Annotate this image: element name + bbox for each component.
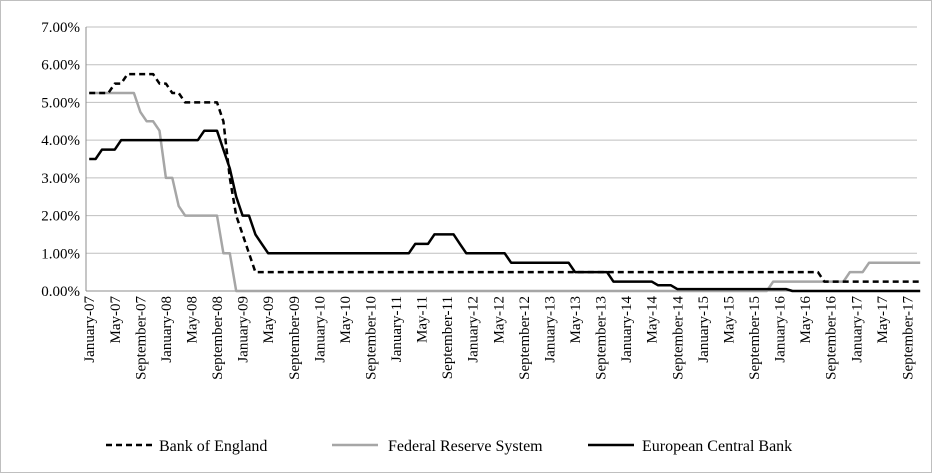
x-tick-label: May-12 bbox=[491, 296, 507, 344]
y-tick-label: 5.00% bbox=[41, 95, 80, 111]
legend-item-federal-reserve-system: Federal Reserve System bbox=[332, 438, 543, 455]
series-lines bbox=[89, 72, 921, 293]
x-tick-label: January-12 bbox=[466, 296, 482, 363]
x-tick-label: September-15 bbox=[747, 296, 763, 380]
x-tick-label: September-07 bbox=[133, 296, 149, 380]
x-tick-label: January-16 bbox=[773, 296, 789, 363]
legend-item-european-central-bank: European Central Bank bbox=[588, 438, 792, 455]
x-tick-label: January-09 bbox=[236, 296, 252, 363]
legend-label-bank-of-england: Bank of England bbox=[159, 438, 267, 455]
x-tick-label: September-10 bbox=[363, 296, 379, 380]
x-tick-label: January-15 bbox=[696, 296, 712, 363]
x-tick-label: May-10 bbox=[338, 296, 354, 344]
x-tick-label: May-16 bbox=[798, 296, 814, 344]
legend: Bank of England Federal Reserve System E… bbox=[106, 438, 792, 455]
series-line-european-central-bank bbox=[89, 129, 921, 293]
x-tick-label: January-08 bbox=[159, 296, 175, 363]
x-tick-label: September-17 bbox=[900, 296, 916, 380]
x-tick-label: May-17 bbox=[875, 296, 891, 344]
x-tick-label: January-17 bbox=[849, 296, 865, 363]
gridlines bbox=[86, 26, 917, 254]
legend-item-bank-of-england: Bank of England bbox=[106, 438, 267, 455]
x-tick-label: September-16 bbox=[824, 296, 840, 380]
x-tick-label: May-13 bbox=[568, 296, 584, 344]
x-tick-label: May-07 bbox=[108, 296, 124, 344]
y-tick-label: 3.00% bbox=[41, 171, 80, 187]
x-tick-label: September-09 bbox=[287, 296, 303, 380]
x-tick-label: September-08 bbox=[210, 296, 226, 380]
x-tick-label: September-11 bbox=[440, 296, 456, 379]
x-tick-label: May-15 bbox=[721, 296, 737, 344]
series-line-federal-reserve-system bbox=[89, 91, 921, 293]
x-tick-label: January-07 bbox=[82, 296, 98, 363]
x-axis-tick-labels: January-07 May-07 September-07 January-08 Ma… bbox=[82, 296, 916, 380]
x-tick-label: May-14 bbox=[645, 296, 661, 344]
x-tick-label: May-11 bbox=[415, 296, 431, 343]
y-tick-label: 2.00% bbox=[41, 209, 80, 225]
x-tick-label: January-11 bbox=[389, 296, 405, 362]
x-tick-label: May-08 bbox=[184, 296, 200, 344]
x-tick-label: January-14 bbox=[619, 296, 635, 363]
y-tick-label: 0.00% bbox=[41, 284, 80, 300]
legend-label-european-central-bank: European Central Bank bbox=[642, 438, 792, 455]
x-tick-label: January-10 bbox=[312, 296, 328, 363]
y-tick-label: 1.00% bbox=[41, 246, 80, 262]
x-tick-label: September-12 bbox=[517, 296, 533, 380]
y-tick-label: 6.00% bbox=[41, 58, 80, 74]
y-axis-tick-labels: 0.00% 1.00% 2.00% 3.00% 4.00% 5.00% 6.00% 7.00% bbox=[41, 20, 80, 300]
legend-label-federal-reserve-system: Federal Reserve System bbox=[388, 438, 543, 455]
x-tick-label: September-14 bbox=[670, 296, 686, 380]
x-tick-label: January-13 bbox=[542, 296, 558, 363]
series-line-bank-of-england bbox=[89, 72, 921, 283]
y-tick-label: 7.00% bbox=[41, 20, 80, 36]
y-tick-label: 4.00% bbox=[41, 133, 80, 149]
x-tick-label: May-09 bbox=[261, 296, 277, 344]
x-tick-label: September-13 bbox=[594, 296, 610, 380]
